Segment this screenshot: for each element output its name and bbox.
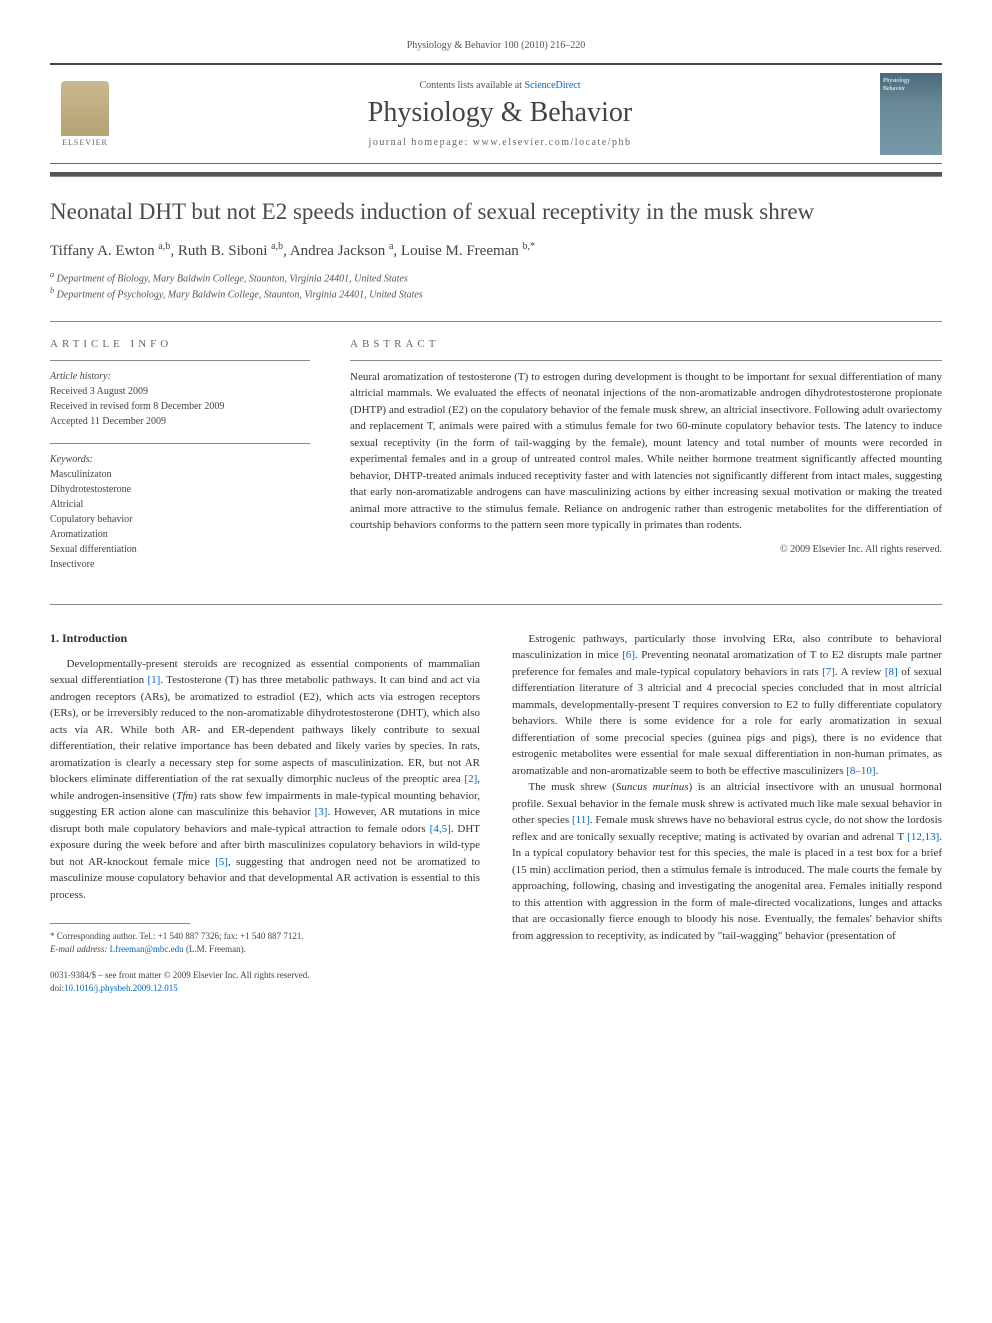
ref-7[interactable]: [7] xyxy=(822,666,835,678)
ref-6[interactable]: [6] xyxy=(622,649,635,661)
abstract-copyright: © 2009 Elsevier Inc. All rights reserved… xyxy=(350,544,942,555)
c2p2-a: The musk shrew ( xyxy=(529,781,616,793)
c2p1-e: . xyxy=(876,765,879,777)
email-label: E-mail address: xyxy=(50,944,110,954)
c2p1-d: of sexual differentiation literature of … xyxy=(512,666,942,777)
affiliation-a: a Department of Biology, Mary Baldwin Co… xyxy=(50,270,942,284)
ref-12-13[interactable]: [12,13] xyxy=(907,831,939,843)
homepage-line: journal homepage: www.elsevier.com/locat… xyxy=(120,137,880,148)
meta-row: ARTICLE INFO Article history: Received 3… xyxy=(50,338,942,586)
footnote-rule xyxy=(50,923,190,924)
article-history: Article history: Received 3 August 2009 … xyxy=(50,369,310,429)
article-title: Neonatal DHT but not E2 speeds induction… xyxy=(50,199,942,225)
corr-text: Corresponding author. Tel.: +1 540 887 7… xyxy=(55,931,304,941)
affiliation-b: b Department of Psychology, Mary Baldwin… xyxy=(50,286,942,300)
abstract-column: ABSTRACT Neural aromatization of testost… xyxy=(350,338,942,586)
header-rule-thin xyxy=(50,176,942,177)
body-columns: 1. Introduction Developmentally-present … xyxy=(50,631,942,995)
article-info-rule xyxy=(50,360,310,361)
keyword-3: Altricial xyxy=(50,497,310,512)
ref-8-10[interactable]: [8–10] xyxy=(846,765,875,777)
journal-header-bar: ELSEVIER Contents lists available at Sci… xyxy=(50,63,942,164)
keywords-rule xyxy=(50,443,310,444)
history-1: Received 3 August 2009 xyxy=(50,386,148,397)
elsevier-logo: ELSEVIER xyxy=(50,77,120,152)
history-label: Article history: xyxy=(50,371,111,382)
ref-8[interactable]: [8] xyxy=(885,666,898,678)
author-2-marks: a,b xyxy=(271,241,283,252)
email-link[interactable]: Lfreeman@mbc.edu xyxy=(110,944,184,954)
abstract-text: Neural aromatization of testosterone (T)… xyxy=(350,369,942,534)
contents-prefix: Contents lists available at xyxy=(419,80,524,91)
doi-prefix: doi: xyxy=(50,983,64,993)
ref-5[interactable]: [5] xyxy=(215,856,228,868)
elsevier-tree-icon xyxy=(61,81,109,136)
abstract-rule xyxy=(350,360,942,361)
homepage-url[interactable]: www.elsevier.com/locate/phb xyxy=(473,137,632,148)
c2p1-c: . A review xyxy=(835,666,885,678)
keyword-1: Masculinizaton xyxy=(50,467,310,482)
column-left: 1. Introduction Developmentally-present … xyxy=(50,631,480,995)
article-info-column: ARTICLE INFO Article history: Received 3… xyxy=(50,338,310,586)
doi-link[interactable]: 10.1016/j.physbeh.2009.12.015 xyxy=(64,983,178,993)
history-3: Accepted 11 December 2009 xyxy=(50,416,166,427)
ref-2[interactable]: [2] xyxy=(464,773,477,785)
author-2: Ruth B. Siboni xyxy=(178,243,268,259)
history-2: Received in revised form 8 December 2009 xyxy=(50,401,224,412)
ref-1[interactable]: [1] xyxy=(147,674,160,686)
author-4-marks: b,* xyxy=(523,241,536,252)
aff-b-mark: b xyxy=(50,286,54,295)
intro-col1-text: Developmentally-present steroids are rec… xyxy=(50,656,480,904)
keywords-label: Keywords: xyxy=(50,454,93,465)
article-info-label: ARTICLE INFO xyxy=(50,338,310,350)
cover-label-2: Behavior xyxy=(883,86,905,92)
keywords-block: Keywords: Masculinizaton Dihydrotestoste… xyxy=(50,452,310,572)
journal-name: Physiology & Behavior xyxy=(120,97,880,129)
abstract-label: ABSTRACT xyxy=(350,338,942,350)
elsevier-name: ELSEVIER xyxy=(62,138,108,147)
c2p2-d: . In a typical copulatory behavior test … xyxy=(512,831,942,942)
keyword-7: Insectivore xyxy=(50,557,310,572)
ref-4-5[interactable]: [4,5] xyxy=(430,823,451,835)
ref-3[interactable]: [3] xyxy=(315,806,328,818)
corresponding-footnote: * Corresponding author. Tel.: +1 540 887… xyxy=(50,930,480,955)
aff-b-text: Department of Psychology, Mary Baldwin C… xyxy=(57,290,423,301)
sciencedirect-link[interactable]: ScienceDirect xyxy=(524,80,580,91)
author-3-marks: a xyxy=(389,241,393,252)
tfm-italic: Tfm xyxy=(176,790,193,802)
author-4: Louise M. Freeman xyxy=(401,243,519,259)
running-head: Physiology & Behavior 100 (2010) 216–220 xyxy=(50,40,942,51)
homepage-prefix: journal homepage: xyxy=(369,137,473,148)
contents-line: Contents lists available at ScienceDirec… xyxy=(120,80,880,91)
doi-line1: 0031-9384/$ – see front matter © 2009 El… xyxy=(50,970,310,980)
author-1-marks: a,b xyxy=(158,241,170,252)
keyword-6: Sexual differentiation xyxy=(50,542,310,557)
suncus-italic: Suncus murinus xyxy=(616,781,689,793)
journal-cover-thumb: Physiology Behavior xyxy=(880,73,942,155)
c1p1-b: . Testosterone (T) has three metabolic p… xyxy=(50,674,480,785)
intro-heading: 1. Introduction xyxy=(50,631,480,646)
intro-col2-text: Estrogenic pathways, particularly those … xyxy=(512,631,942,945)
ref-11[interactable]: [11] xyxy=(572,814,590,826)
aff-a-text: Department of Biology, Mary Baldwin Coll… xyxy=(57,273,408,284)
abstract-rule-bottom xyxy=(50,604,942,605)
header-center: Contents lists available at ScienceDirec… xyxy=(120,80,880,148)
author-list: Tiffany A. Ewton a,b, Ruth B. Siboni a,b… xyxy=(50,241,942,260)
author-1: Tiffany A. Ewton xyxy=(50,243,155,259)
meta-rule-top xyxy=(50,321,942,322)
keyword-5: Aromatization xyxy=(50,527,310,542)
author-3: Andrea Jackson xyxy=(290,243,385,259)
aff-a-mark: a xyxy=(50,270,54,279)
column-right: Estrogenic pathways, particularly those … xyxy=(512,631,942,995)
keyword-4: Copulatory behavior xyxy=(50,512,310,527)
keyword-2: Dihydrotestosterone xyxy=(50,482,310,497)
cover-label-1: Physiology xyxy=(883,78,910,84)
email-person: (L.M. Freeman). xyxy=(184,944,246,954)
doi-block: 0031-9384/$ – see front matter © 2009 El… xyxy=(50,969,480,994)
